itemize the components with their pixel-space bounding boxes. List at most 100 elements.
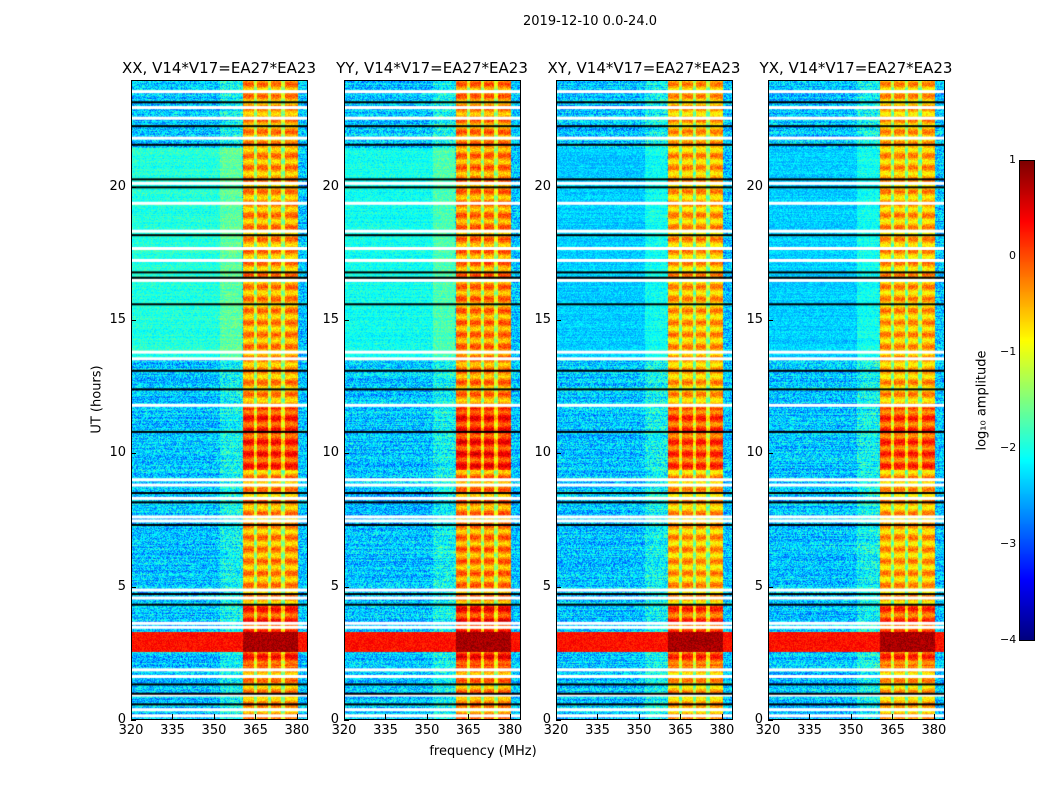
y-tick-label: 20 — [746, 178, 763, 194]
x-tick-mark — [850, 714, 852, 719]
x-tick-mark — [426, 714, 428, 719]
x-tick-label: 380 — [284, 723, 310, 738]
y-tick-mark — [556, 586, 561, 588]
y-tick-mark — [131, 453, 136, 455]
y-tick-label: 15 — [746, 312, 763, 327]
panel-title: YY, V14*V17=EA27*EA23 — [336, 59, 528, 77]
y-tick-mark — [344, 186, 349, 188]
x-tick-label: 365 — [880, 723, 905, 738]
x-tick-label: 350 — [414, 723, 440, 738]
colorbar-tick-label: −1 — [1000, 345, 1017, 358]
y-tick-label: 15 — [322, 312, 339, 327]
x-tick-label: 350 — [201, 723, 227, 738]
heatmap-image — [557, 81, 732, 719]
colorbar-tick-label: −3 — [1000, 537, 1017, 550]
y-tick-mark — [131, 720, 136, 721]
y-tick-mark — [131, 320, 136, 321]
x-tick-label: 365 — [456, 723, 481, 738]
x-tick-mark — [344, 714, 345, 719]
y-tick-label: 5 — [542, 578, 551, 594]
colorbar — [1019, 160, 1035, 641]
colorbar-label: log₁₀ amplitude — [974, 350, 990, 451]
y-tick-label: 5 — [754, 578, 763, 594]
y-tick-mark — [344, 453, 349, 455]
x-tick-label: 350 — [838, 723, 864, 738]
y-tick-label: 20 — [534, 178, 551, 194]
y-tick-label: 10 — [322, 445, 339, 461]
x-tick-mark — [131, 714, 132, 719]
y-tick-mark — [344, 586, 349, 588]
x-tick-mark — [768, 714, 769, 719]
y-tick-mark — [556, 720, 561, 721]
colorbar-tick-label: 1 — [1009, 153, 1016, 166]
x-tick-mark — [296, 714, 298, 719]
heatmap-panel-0 — [131, 80, 308, 720]
x-tick-mark — [638, 714, 640, 719]
colorbar-tick-label: 0 — [1009, 249, 1016, 262]
x-tick-label: 350 — [626, 723, 652, 738]
x-tick-label: 335 — [797, 723, 822, 738]
panel-title: YX, V14*V17=EA27*EA23 — [759, 59, 953, 77]
colorbar-gradient — [1020, 161, 1034, 640]
x-axis-label: frequency (MHz) — [429, 744, 537, 759]
heatmap-panel-3 — [768, 80, 945, 720]
x-tick-mark — [255, 714, 257, 719]
x-tick-label: 380 — [497, 723, 523, 738]
x-tick-mark — [509, 714, 511, 719]
y-tick-mark — [131, 586, 136, 588]
y-tick-label: 0 — [754, 712, 763, 727]
x-tick-label: 335 — [160, 723, 185, 738]
y-tick-mark — [768, 586, 773, 588]
heatmap-panel-1 — [344, 80, 521, 720]
y-tick-label: 10 — [109, 445, 126, 461]
x-tick-mark — [385, 714, 387, 719]
x-tick-label: 320 — [118, 723, 144, 738]
x-tick-mark — [892, 714, 894, 719]
y-tick-label: 20 — [322, 178, 339, 194]
y-tick-mark — [768, 320, 773, 321]
y-tick-mark — [344, 320, 349, 321]
y-tick-label: 0 — [117, 712, 126, 727]
y-tick-label: 10 — [534, 445, 551, 461]
y-tick-mark — [556, 453, 561, 455]
figure-title: 2019-12-10 0.0-24.0 — [523, 14, 657, 29]
y-tick-mark — [131, 186, 136, 188]
y-axis-label: UT (hours) — [89, 365, 105, 434]
y-tick-label: 20 — [109, 178, 126, 194]
y-tick-mark — [556, 186, 561, 188]
heatmap-image — [769, 81, 944, 719]
x-tick-label: 365 — [668, 723, 693, 738]
y-tick-label: 5 — [117, 578, 126, 594]
y-tick-mark — [556, 320, 561, 321]
x-tick-label: 320 — [543, 723, 569, 738]
y-tick-mark — [768, 186, 773, 188]
panel-title: XX, V14*V17=EA27*EA23 — [121, 59, 316, 77]
x-tick-label: 320 — [331, 723, 357, 738]
colorbar-tick-label: −4 — [1000, 633, 1017, 646]
panel-title: XY, V14*V17=EA27*EA23 — [547, 59, 741, 77]
y-tick-label: 15 — [109, 312, 126, 327]
x-tick-label: 365 — [243, 723, 268, 738]
y-tick-label: 0 — [330, 712, 339, 727]
y-tick-label: 10 — [746, 445, 763, 461]
y-tick-mark — [768, 453, 773, 455]
x-tick-label: 320 — [755, 723, 781, 738]
x-tick-label: 380 — [921, 723, 947, 738]
heatmap-image — [132, 81, 307, 719]
y-tick-mark — [768, 720, 773, 721]
colorbar-tick-label: −2 — [1000, 441, 1017, 454]
x-tick-mark — [597, 714, 599, 719]
x-tick-mark — [213, 714, 215, 719]
y-tick-mark — [344, 720, 349, 721]
x-tick-mark — [721, 714, 723, 719]
y-tick-label: 0 — [542, 712, 551, 727]
x-tick-mark — [556, 714, 557, 719]
heatmap-panel-2 — [556, 80, 733, 720]
x-tick-label: 335 — [373, 723, 398, 738]
y-tick-label: 15 — [534, 312, 551, 327]
heatmap-image — [345, 81, 520, 719]
x-tick-mark — [809, 714, 811, 719]
x-tick-mark — [468, 714, 470, 719]
x-tick-mark — [172, 714, 174, 719]
